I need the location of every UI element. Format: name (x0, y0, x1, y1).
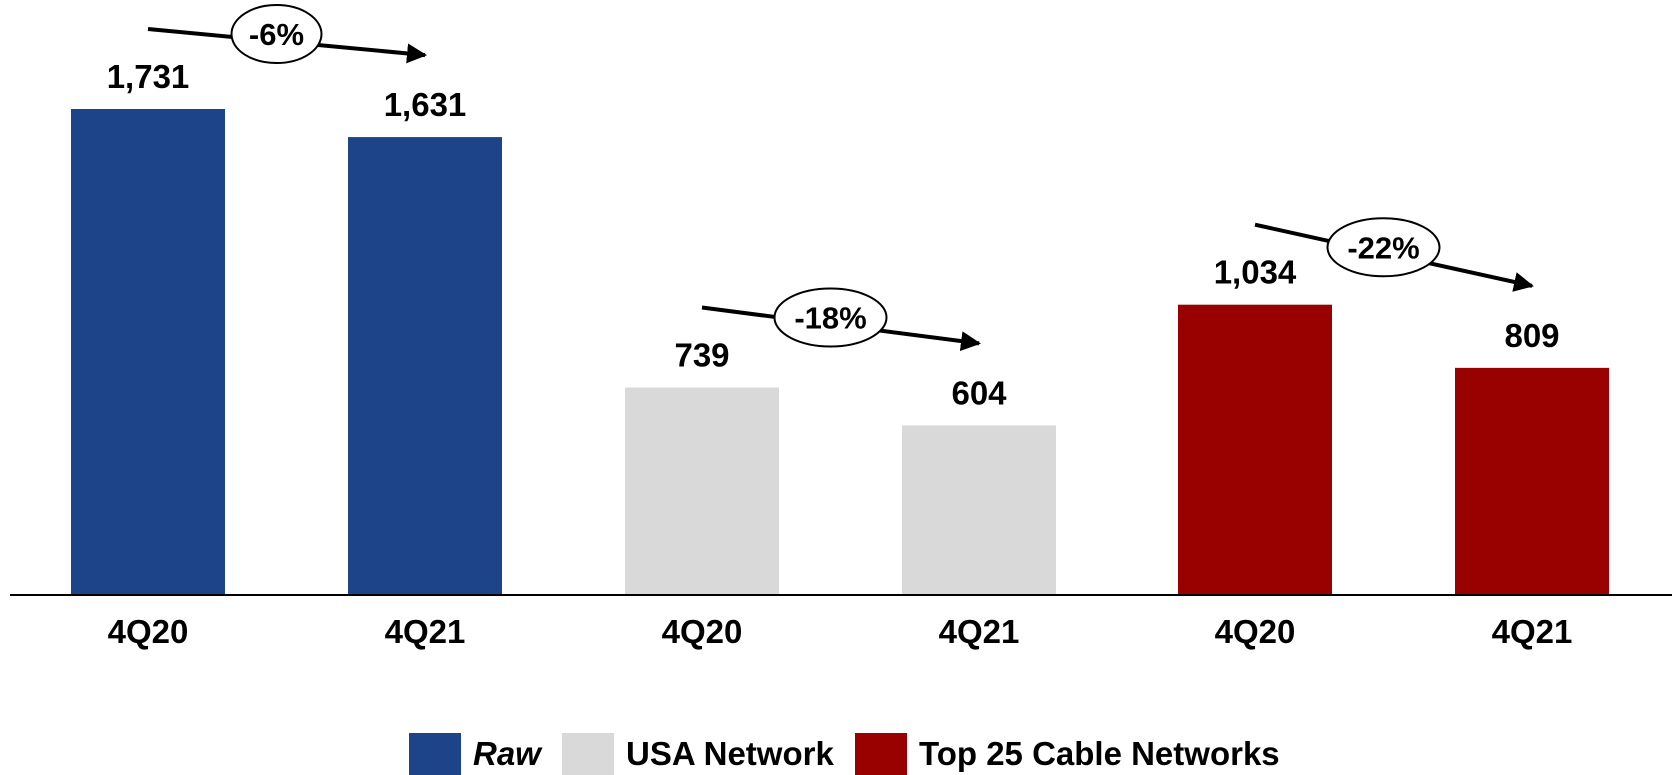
value-label-2-1: 809 (1504, 317, 1559, 354)
x-tick-label-0-0: 4Q20 (108, 613, 189, 650)
x-tick-label-2-0: 4Q20 (1215, 613, 1296, 650)
change-badge-1 (773, 287, 888, 348)
bar-1-0 (625, 387, 779, 595)
value-label-0-1: 1,631 (384, 86, 467, 123)
legend-label-2: Top 25 Cable Networks (919, 735, 1280, 772)
bar-0-0 (71, 109, 225, 595)
value-label-1-0: 739 (674, 337, 729, 374)
value-label-1-1: 604 (951, 374, 1007, 411)
legend-swatch-2 (855, 733, 907, 775)
change-badge-0 (230, 4, 323, 65)
legend-label-0: Raw (473, 735, 543, 772)
change-label-2: -22% (1347, 230, 1419, 265)
x-tick-label-1-0: 4Q20 (662, 613, 743, 650)
legend-swatch-0 (409, 733, 461, 775)
bar-2-0 (1178, 304, 1332, 595)
change-label-1: -18% (794, 300, 866, 335)
bar-0-1 (348, 137, 502, 595)
change-label-0: -6% (249, 17, 304, 52)
x-tick-label-0-1: 4Q21 (385, 613, 466, 650)
legend-swatch-1 (562, 733, 614, 775)
bar-2-1 (1455, 367, 1609, 595)
value-label-2-0: 1,034 (1214, 254, 1297, 291)
x-tick-label-2-1: 4Q21 (1492, 613, 1573, 650)
legend: Raw USA Network Top 25 Cable Networks (409, 733, 1280, 775)
change-badge-2 (1326, 217, 1441, 278)
legend-label-1: USA Network (626, 735, 834, 772)
value-label-0-0: 1,731 (107, 58, 190, 95)
bar-1-1 (902, 425, 1056, 595)
x-tick-label-1-1: 4Q21 (939, 613, 1020, 650)
